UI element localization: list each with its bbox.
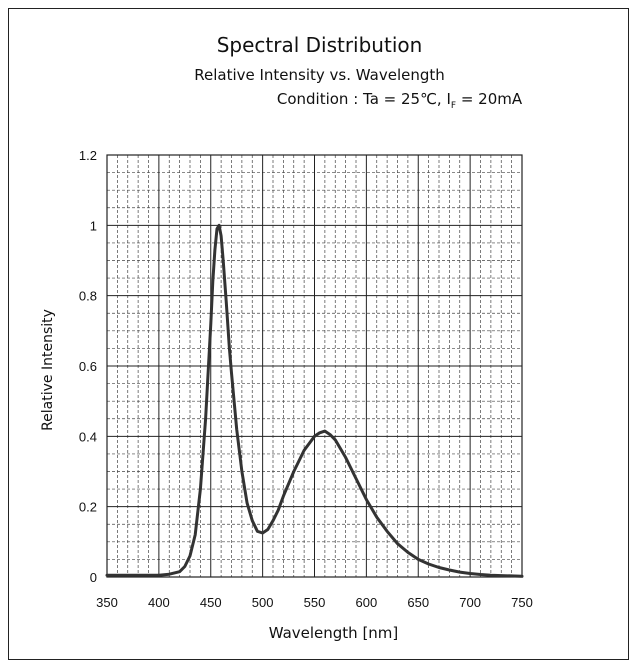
y-tick-label: 0 — [90, 570, 97, 585]
condition-subscript: F — [450, 101, 457, 111]
x-tick-label: 500 — [252, 595, 274, 610]
y-tick-label: 1.2 — [79, 148, 97, 163]
x-tick-label: 450 — [200, 595, 222, 610]
major-grid — [107, 155, 522, 577]
x-tick-label: 650 — [407, 595, 429, 610]
y-tick-label: 0.8 — [79, 289, 97, 304]
spectrum-curve — [105, 223, 524, 578]
x-tick-label: 400 — [148, 595, 170, 610]
condition-prefix: Condition : Ta = 25℃, I — [276, 90, 451, 108]
x-tick-label: 700 — [459, 595, 481, 610]
chart-subtitle: Relative Intensity vs. Wavelength — [194, 66, 445, 84]
chart-condition: Condition : Ta = 25℃, IF = 20mA — [0, 90, 639, 111]
chart-title: Spectral Distribution — [216, 33, 423, 57]
y-tick-label: 0.6 — [79, 359, 97, 374]
y-tick-label: 1 — [90, 218, 97, 233]
x-tick-label: 750 — [511, 595, 533, 610]
x-tick-label: 350 — [96, 595, 118, 610]
y-tick-label: 0.4 — [79, 429, 97, 444]
x-tick-label: 550 — [304, 595, 326, 610]
plot-border — [106, 154, 523, 578]
x-tick-label: 600 — [356, 595, 378, 610]
chart-frame — [8, 8, 629, 660]
tick-labels: 350 400 450 500 550 600 650 700 750 0 0.2 0.4 0.6 0.8… — [79, 148, 533, 610]
condition-suffix: = 20mA — [456, 90, 523, 108]
y-tick-label: 0.2 — [79, 500, 97, 515]
x-axis-label: Wavelength [nm] — [268, 624, 399, 642]
